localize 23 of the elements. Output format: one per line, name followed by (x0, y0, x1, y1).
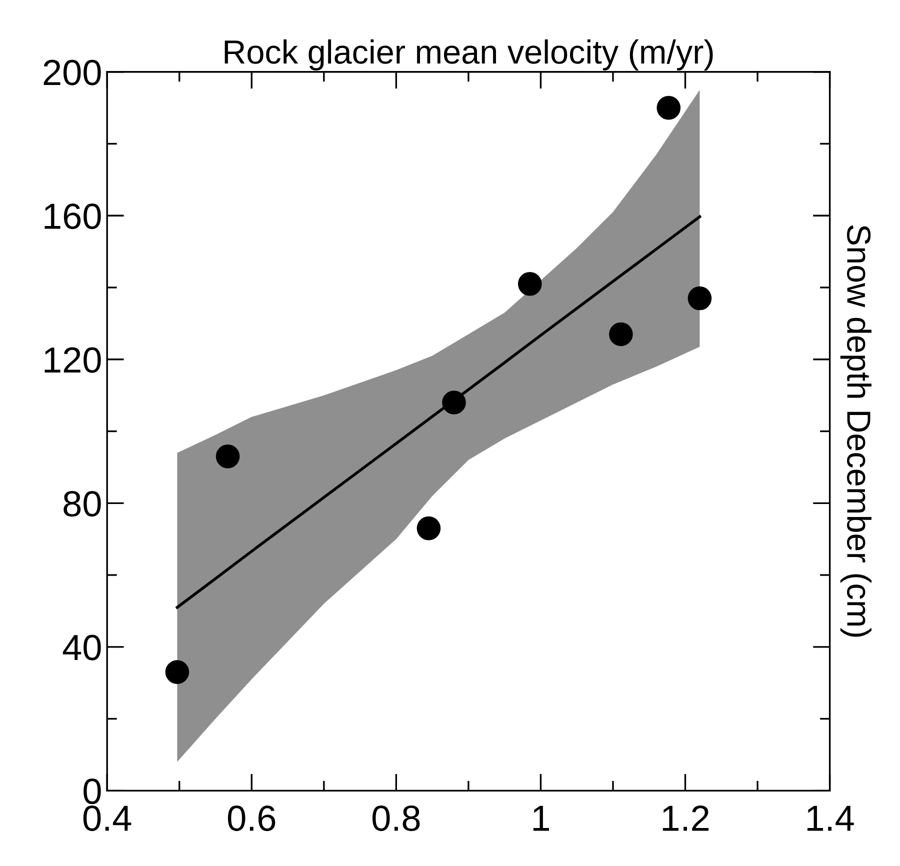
point (442, 390, 466, 414)
point (165, 660, 190, 684)
y-tick-label: 120 (44, 347, 101, 373)
x-tick-label: 0.8 (372, 806, 420, 832)
x-tick-label: 0.4 (83, 806, 132, 832)
point (518, 272, 542, 296)
point (688, 286, 712, 310)
y-tick-label: 40 (62, 634, 101, 660)
x-tick-label: 1.4 (807, 806, 854, 831)
y-tick-label: 0 (84, 778, 101, 804)
x-axis-title: Rock glacier mean velocity (m/yr) (224, 39, 713, 70)
line-series (176, 215, 702, 609)
point (656, 96, 681, 120)
x-tick-label: 1.2 (662, 806, 709, 831)
y-axis-title: Snow depth December (cm) (840, 225, 872, 637)
y-tick-label: 80 (64, 491, 101, 517)
y-tick-label: 160 (44, 204, 101, 230)
point (216, 444, 240, 468)
x-tick-label: 1 (533, 806, 549, 831)
point (416, 516, 441, 540)
x-tick-label: 0.6 (228, 806, 276, 832)
y-tick-label: 200 (44, 60, 101, 86)
point (609, 322, 633, 346)
